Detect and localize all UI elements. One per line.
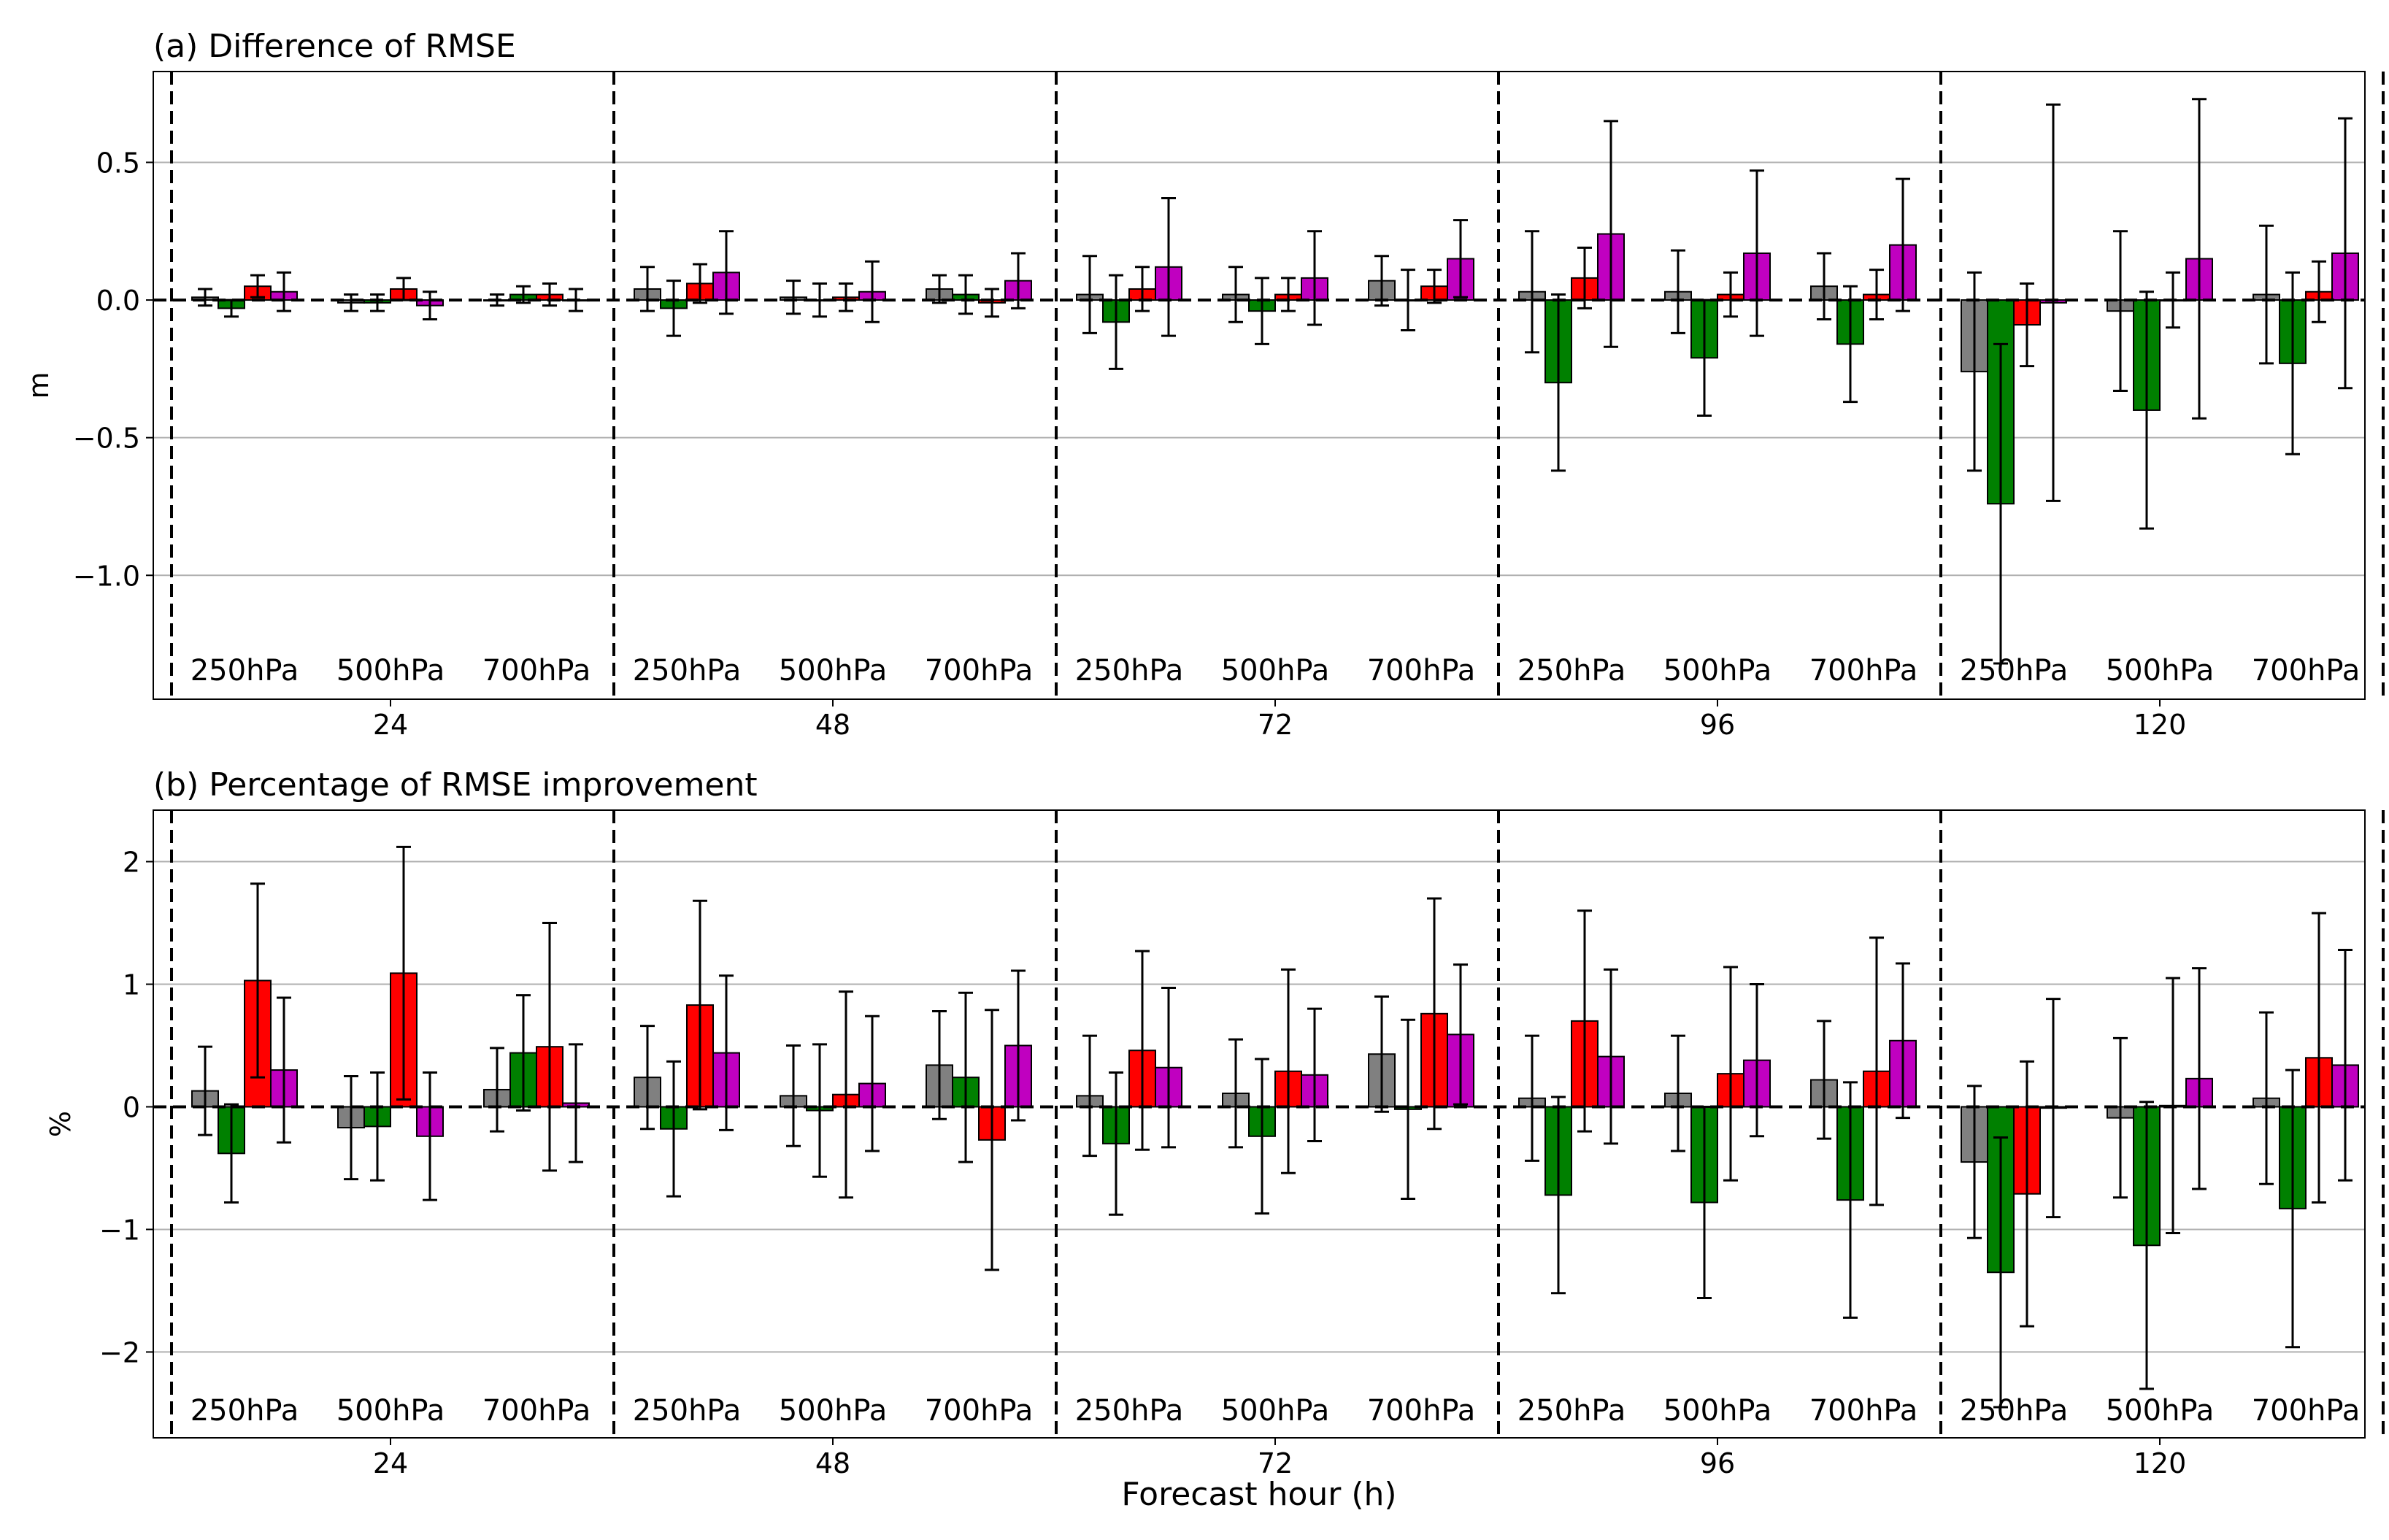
level-label: 250hPa [1517, 654, 1626, 688]
level-label: 250hPa [633, 1394, 742, 1428]
x-tick-label: 72 [1258, 1447, 1293, 1479]
y-tick-label: 0.5 [96, 147, 140, 179]
level-label: 700hPa [1367, 654, 1476, 688]
y-tick-label: −1.0 [73, 560, 140, 592]
x-tick-label: 120 [2134, 709, 2187, 741]
y-axis-label: % [45, 1111, 77, 1137]
level-label: 700hPa [2252, 654, 2361, 688]
x-tick-label: 120 [2134, 1447, 2187, 1479]
y-tick-label: 1 [123, 969, 140, 1001]
level-label: 500hPa [779, 1394, 888, 1428]
x-tick-label: 96 [1700, 709, 1735, 741]
level-label: 250hPa [191, 654, 299, 688]
y-tick-label: −2 [99, 1336, 140, 1368]
level-label: 250hPa [191, 1394, 299, 1428]
level-label: 700hPa [482, 654, 591, 688]
level-label: 250hPa [1075, 654, 1184, 688]
panel-b: (b) Percentage of RMSE improvement% 2 1 0 −1… [45, 766, 2385, 1479]
x-tick-label: 24 [373, 1447, 408, 1479]
y-tick-label: −0.5 [73, 423, 140, 455]
level-label: 500hPa [2106, 654, 2215, 688]
chart-title: (b) Percentage of RMSE improvement [153, 766, 758, 804]
axes-frame [153, 809, 2366, 1439]
level-label: 500hPa [1663, 1394, 1772, 1428]
level-label: 250hPa [633, 654, 742, 688]
level-label: 700hPa [1809, 1394, 1918, 1428]
level-label: 250hPa [1517, 1394, 1626, 1428]
level-label: 500hPa [779, 654, 888, 688]
x-tick-label: 96 [1700, 1447, 1735, 1479]
y-tick-label: 0.0 [96, 285, 140, 317]
level-label: 700hPa [925, 654, 1034, 688]
x-axis-label: Forecast hour (h) [1121, 1476, 1396, 1513]
level-label: 700hPa [1367, 1394, 1476, 1428]
y-axis-label: m [23, 371, 55, 399]
level-label: 700hPa [2252, 1394, 2361, 1428]
y-tick-label: 0 [123, 1091, 140, 1123]
level-label: 700hPa [925, 1394, 1034, 1428]
level-label: 500hPa [1221, 1394, 1330, 1428]
x-tick-label: 24 [373, 709, 408, 741]
level-label: 500hPa [1221, 654, 1330, 688]
y-tick-label: −1 [99, 1214, 140, 1246]
level-label: 250hPa [1960, 654, 2069, 688]
x-tick-label: 48 [815, 709, 850, 741]
y-tick-label: 2 [123, 847, 140, 879]
x-tick-label: 48 [815, 1447, 850, 1479]
x-tick-label: 72 [1258, 709, 1293, 741]
level-label: 500hPa [336, 654, 445, 688]
chart-title: (a) Difference of RMSE [153, 28, 516, 65]
axes-frame [153, 71, 2366, 700]
level-label: 700hPa [482, 1394, 591, 1428]
level-label: 500hPa [336, 1394, 445, 1428]
level-label: 500hPa [1663, 654, 1772, 688]
panel-a: (a) Difference of RMSE m 0.5 0.0 −0.5 −1.0 250… [23, 28, 2385, 741]
level-label: 250hPa [1960, 1394, 2069, 1428]
level-label: 250hPa [1075, 1394, 1184, 1428]
level-label: 500hPa [2106, 1394, 2215, 1428]
level-label: 700hPa [1809, 654, 1918, 688]
